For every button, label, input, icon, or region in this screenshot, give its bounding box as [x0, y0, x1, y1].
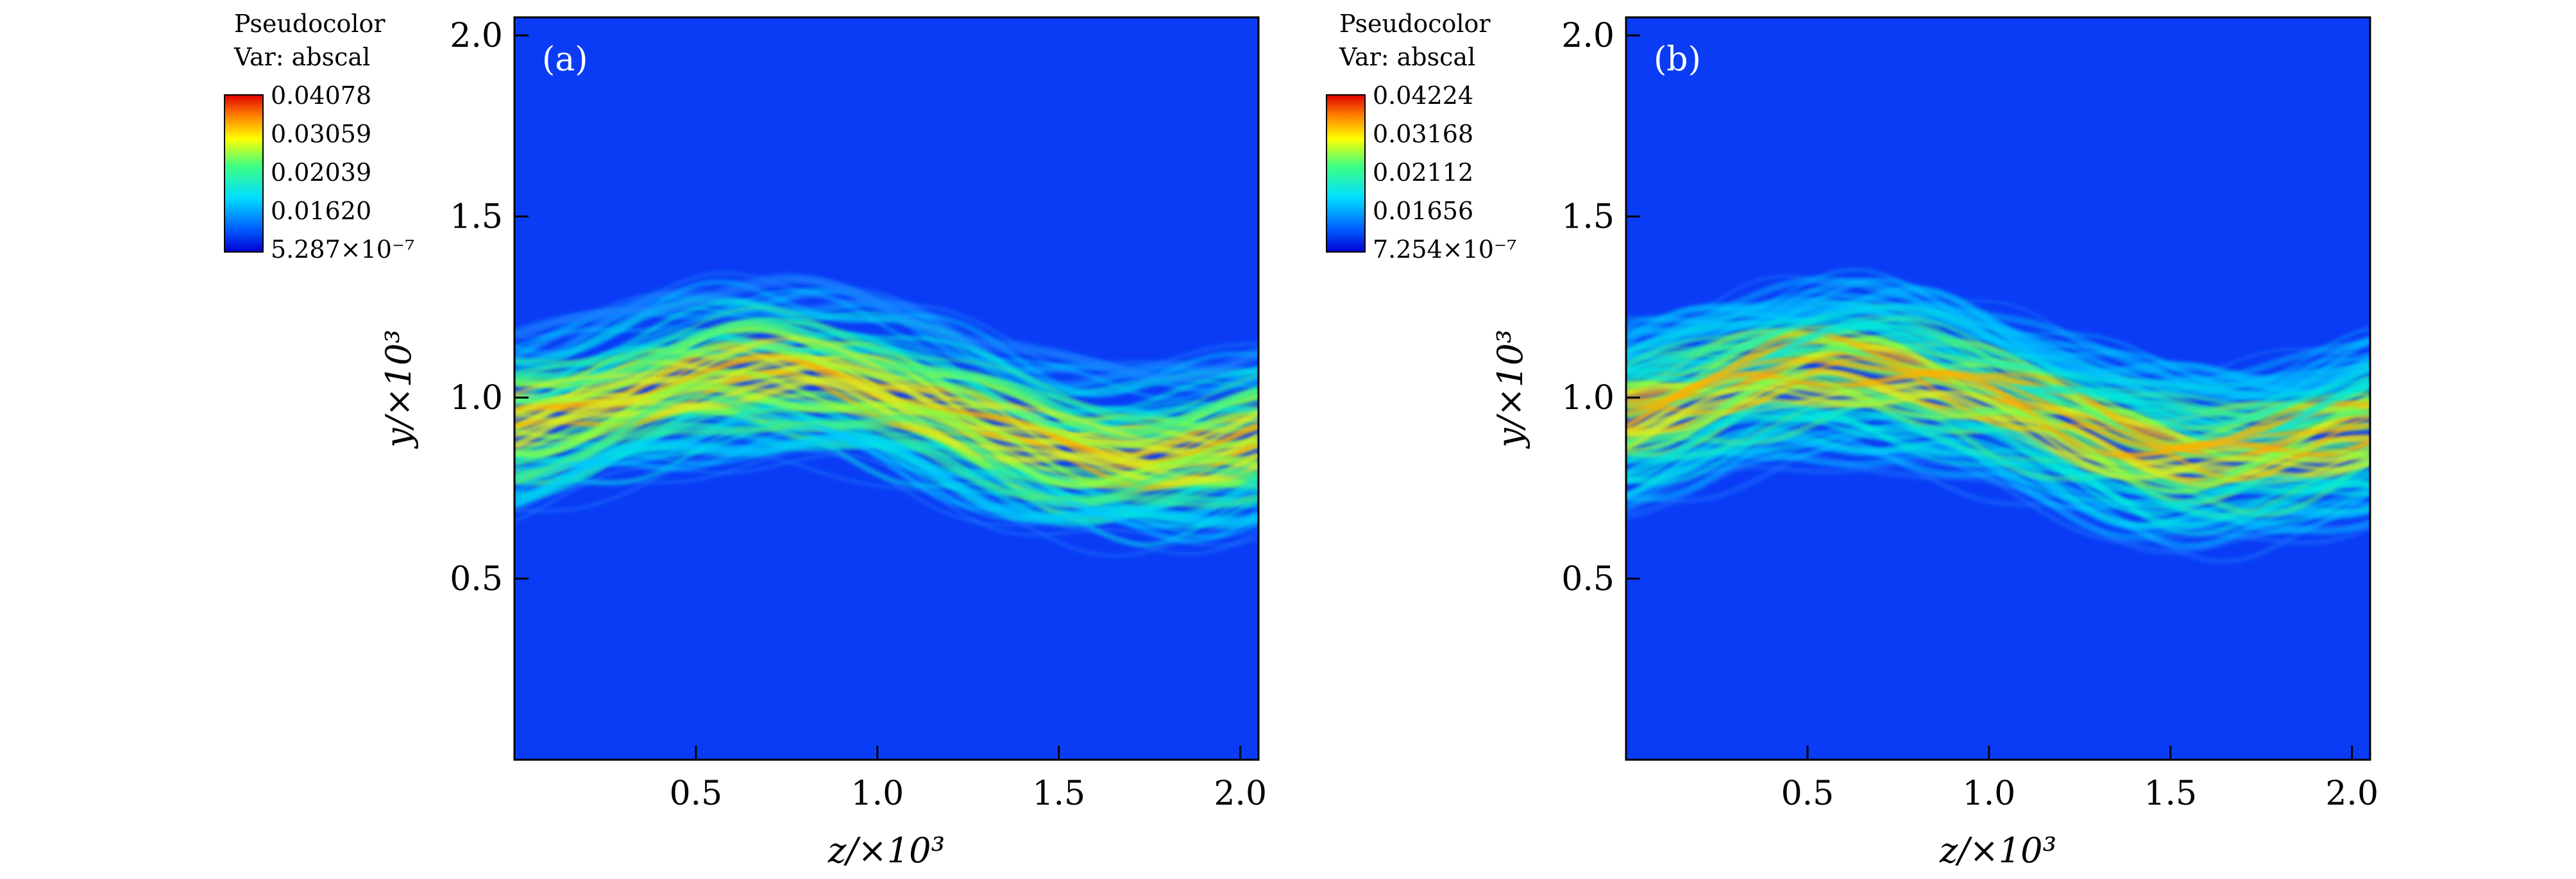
y-tick-label: 1.5 [1561, 198, 1614, 237]
panel-a: Pseudocolor Var: abscal 0.04078 0.03059 … [224, 10, 1267, 871]
field-streak [514, 432, 1258, 526]
colorbar-tick-b-2: 0.02112 [1373, 158, 1473, 187]
x-axis-title-b: z/×10³ [1939, 830, 2056, 871]
field-streak [514, 299, 1258, 413]
field-streak [1626, 402, 2370, 510]
field-streak [1626, 335, 2370, 446]
colorbar-tick-a-3: 0.01620 [271, 197, 371, 225]
field-streak [514, 319, 1258, 437]
field-streak [514, 346, 1258, 464]
field-streak [1626, 385, 2370, 480]
x-axis-title-a: z/×10³ [827, 830, 945, 871]
colorbar-a [224, 94, 264, 253]
field-streak [514, 452, 1258, 548]
x-tick-label: 2.0 [1214, 774, 1267, 813]
field-streak [1626, 411, 2370, 496]
field-streak [514, 277, 1258, 383]
colorbar-tick-b-3: 0.01656 [1373, 197, 1473, 225]
field-streak [1626, 442, 2370, 564]
colorbar-tick-a-1: 0.03059 [271, 120, 371, 148]
field-streak [1626, 329, 2370, 419]
field-streak [514, 321, 1258, 430]
plot-area-a: (a) 0.5 1.0 1.5 2.0 0.5 1.0 1.5 2.0 z/×10³ y/×… [378, 16, 1267, 871]
field-streak [514, 306, 1258, 421]
field-streak [1626, 370, 2370, 459]
field-streak [1626, 315, 2370, 427]
field-streak [1626, 278, 2370, 400]
legend-var-a: Var: abscal [233, 43, 370, 71]
colorbar-tick-a-0: 0.04078 [271, 81, 371, 110]
plot-frame-a [513, 16, 1260, 761]
colorbar-tick-a-2: 0.02039 [271, 158, 371, 187]
field-streak [1626, 407, 2370, 528]
field-streak [514, 289, 1258, 401]
field-streak [1626, 274, 2370, 383]
colorbar-tick-a-4: 5.287×10⁻⁷ [271, 235, 414, 264]
field-streak [514, 336, 1258, 444]
field-streak [1626, 322, 2370, 446]
x-tick-label: 0.5 [670, 774, 723, 813]
field-streak [514, 420, 1258, 548]
field-streak [514, 451, 1258, 558]
legend-title-a: Pseudocolor [234, 10, 386, 38]
y-tick-label: 2.0 [1561, 17, 1614, 55]
x-tick-label: 2.0 [2325, 774, 2378, 813]
field-streak [1626, 408, 2370, 517]
field-streak [514, 354, 1258, 469]
y-tick-label: 1.0 [1561, 379, 1614, 417]
x-tick-label: 1.5 [1032, 774, 1085, 813]
heatmap-field-b [1626, 268, 2370, 564]
field-streak [514, 376, 1258, 483]
colorbar-tick-b-1: 0.03168 [1373, 120, 1473, 148]
panel-b: Pseudocolor Var: abscal 0.04224 0.03168 … [1326, 10, 2378, 871]
colorbar-tick-b-0: 0.04224 [1373, 81, 1473, 110]
x-tick-label: 1.0 [1963, 774, 2016, 813]
y-tick-label: 1.5 [450, 198, 503, 237]
heatmap-field-a [514, 271, 1258, 558]
y-tick-label: 0.5 [1561, 560, 1614, 599]
field-streak [1626, 430, 2370, 549]
field-streak [514, 419, 1258, 508]
y-axis-title-b: y/×10³ [1490, 330, 1530, 449]
y-axis-title-a: y/×10³ [378, 330, 419, 449]
field-streak [1626, 356, 2370, 481]
y-tick-label: 2.0 [450, 17, 503, 55]
colorbar-b [1326, 94, 1366, 253]
field-streak [1626, 408, 2370, 521]
field-streak [514, 328, 1258, 428]
plot-area-b: (b) 0.5 1.0 1.5 2.0 0.5 1.0 1.5 2.0 z/×10³ y/×… [1490, 16, 2378, 871]
legend-a: Pseudocolor Var: abscal 0.04078 0.03059 … [224, 10, 414, 264]
legend-var-b: Var: abscal [1339, 43, 1475, 71]
field-streak [514, 424, 1258, 544]
field-streak [1626, 375, 2370, 494]
legend-title-b: Pseudocolor [1339, 10, 1491, 38]
field-streak [1626, 276, 2370, 383]
field-streak [1626, 287, 2370, 390]
panel-label-a: (a) [542, 40, 588, 79]
y-tick-label: 1.0 [450, 379, 503, 417]
plot-frame-b [1625, 16, 2371, 761]
field-streak [1626, 317, 2370, 414]
field-streak [1626, 357, 2370, 449]
x-tick-label: 0.5 [1781, 774, 1835, 813]
field-streak [514, 342, 1258, 449]
panel-label-b: (b) [1654, 40, 1701, 79]
x-ticks-b: 0.5 1.0 1.5 2.0 [1781, 746, 2378, 813]
field-streak [1626, 285, 2370, 393]
y-ticks-a: 0.5 1.0 1.5 2.0 [450, 17, 529, 599]
x-ticks-a: 0.5 1.0 1.5 2.0 [670, 746, 1267, 813]
field-streak [514, 276, 1258, 386]
legend-b: Pseudocolor Var: abscal 0.04224 0.03168 … [1326, 10, 1516, 264]
field-streak [1626, 459, 2370, 546]
x-tick-label: 1.0 [851, 774, 904, 813]
field-streak [1626, 370, 2370, 488]
x-tick-label: 1.5 [2144, 774, 2197, 813]
field-streak [1626, 330, 2370, 451]
y-ticks-b: 0.5 1.0 1.5 2.0 [1561, 17, 1640, 599]
colorbar-tick-b-4: 7.254×10⁻⁷ [1373, 235, 1516, 264]
field-streak [514, 393, 1258, 506]
field-streak [1626, 349, 2370, 460]
y-tick-label: 0.5 [450, 560, 503, 599]
